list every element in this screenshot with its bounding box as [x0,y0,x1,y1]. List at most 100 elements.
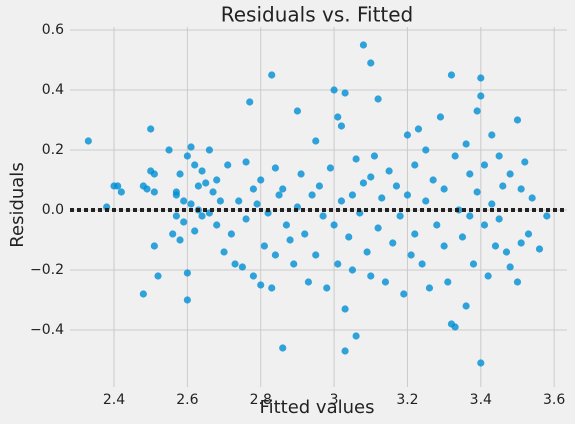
point [337,197,346,205]
point [227,230,235,238]
point [513,116,522,124]
point [249,185,257,193]
y-tick-label: 0.4 [42,82,64,98]
point [209,188,217,196]
point [268,71,276,79]
point [114,182,122,190]
point [319,212,327,220]
point [279,185,287,193]
point [326,164,335,172]
x-tick-label: 3.6 [543,392,565,408]
point [253,200,261,208]
point [341,89,349,97]
x-tick-label: 3 [330,392,339,408]
point [257,281,265,289]
point [176,236,184,244]
point [224,161,232,169]
point [183,269,191,277]
point [150,170,158,178]
point [422,197,430,205]
point [198,167,206,175]
point [495,215,503,223]
point [359,179,368,187]
point [480,161,489,169]
point [535,245,544,253]
point [172,212,180,220]
point [180,218,188,226]
point [495,152,503,160]
point [323,284,331,292]
point [205,146,213,154]
point [341,305,349,313]
point [301,230,309,238]
point [385,167,393,175]
point [84,137,92,145]
point [242,215,250,223]
point [403,131,412,139]
point [213,221,221,229]
point [381,278,390,286]
point [499,182,507,190]
x-tick-label: 2.6 [176,392,198,408]
point [389,239,397,247]
point [447,71,456,79]
point [304,278,313,286]
point [249,272,257,280]
point [403,191,412,199]
point [187,143,195,151]
point [297,170,305,178]
point [150,242,158,250]
point [348,191,357,199]
point [220,248,228,256]
point [202,179,210,187]
point [444,278,452,286]
point [268,284,276,292]
point [139,290,147,298]
x-axis-label: Fitted values [260,397,375,418]
point [374,95,382,103]
point [187,200,195,208]
point [521,158,529,166]
point [436,113,445,121]
point [422,146,430,154]
chart-title: Residuals vs. Fitted [221,3,414,27]
point [147,125,155,133]
point [352,155,360,163]
point [473,188,481,196]
point [286,236,294,244]
point [290,260,298,268]
point [517,239,525,247]
point [440,242,448,250]
point [513,278,522,286]
point [480,221,489,229]
point [374,224,382,232]
x-tick-label: 3.2 [396,392,418,408]
point [154,272,162,280]
point [484,272,492,280]
point [183,296,191,304]
point [473,107,481,115]
point [180,197,188,205]
point [418,260,426,268]
point [429,176,437,184]
point [330,221,338,229]
point [341,347,349,355]
point [293,107,302,115]
point [279,344,287,352]
point [440,185,448,193]
point [194,182,202,190]
point [191,227,199,235]
point [458,233,467,241]
point [352,332,360,340]
point [216,197,224,205]
point [315,182,324,190]
point [378,194,386,202]
point [172,191,180,199]
point [488,131,496,139]
point [407,251,415,259]
point [466,212,474,220]
point [183,152,191,160]
point [363,248,371,256]
point [198,212,206,220]
